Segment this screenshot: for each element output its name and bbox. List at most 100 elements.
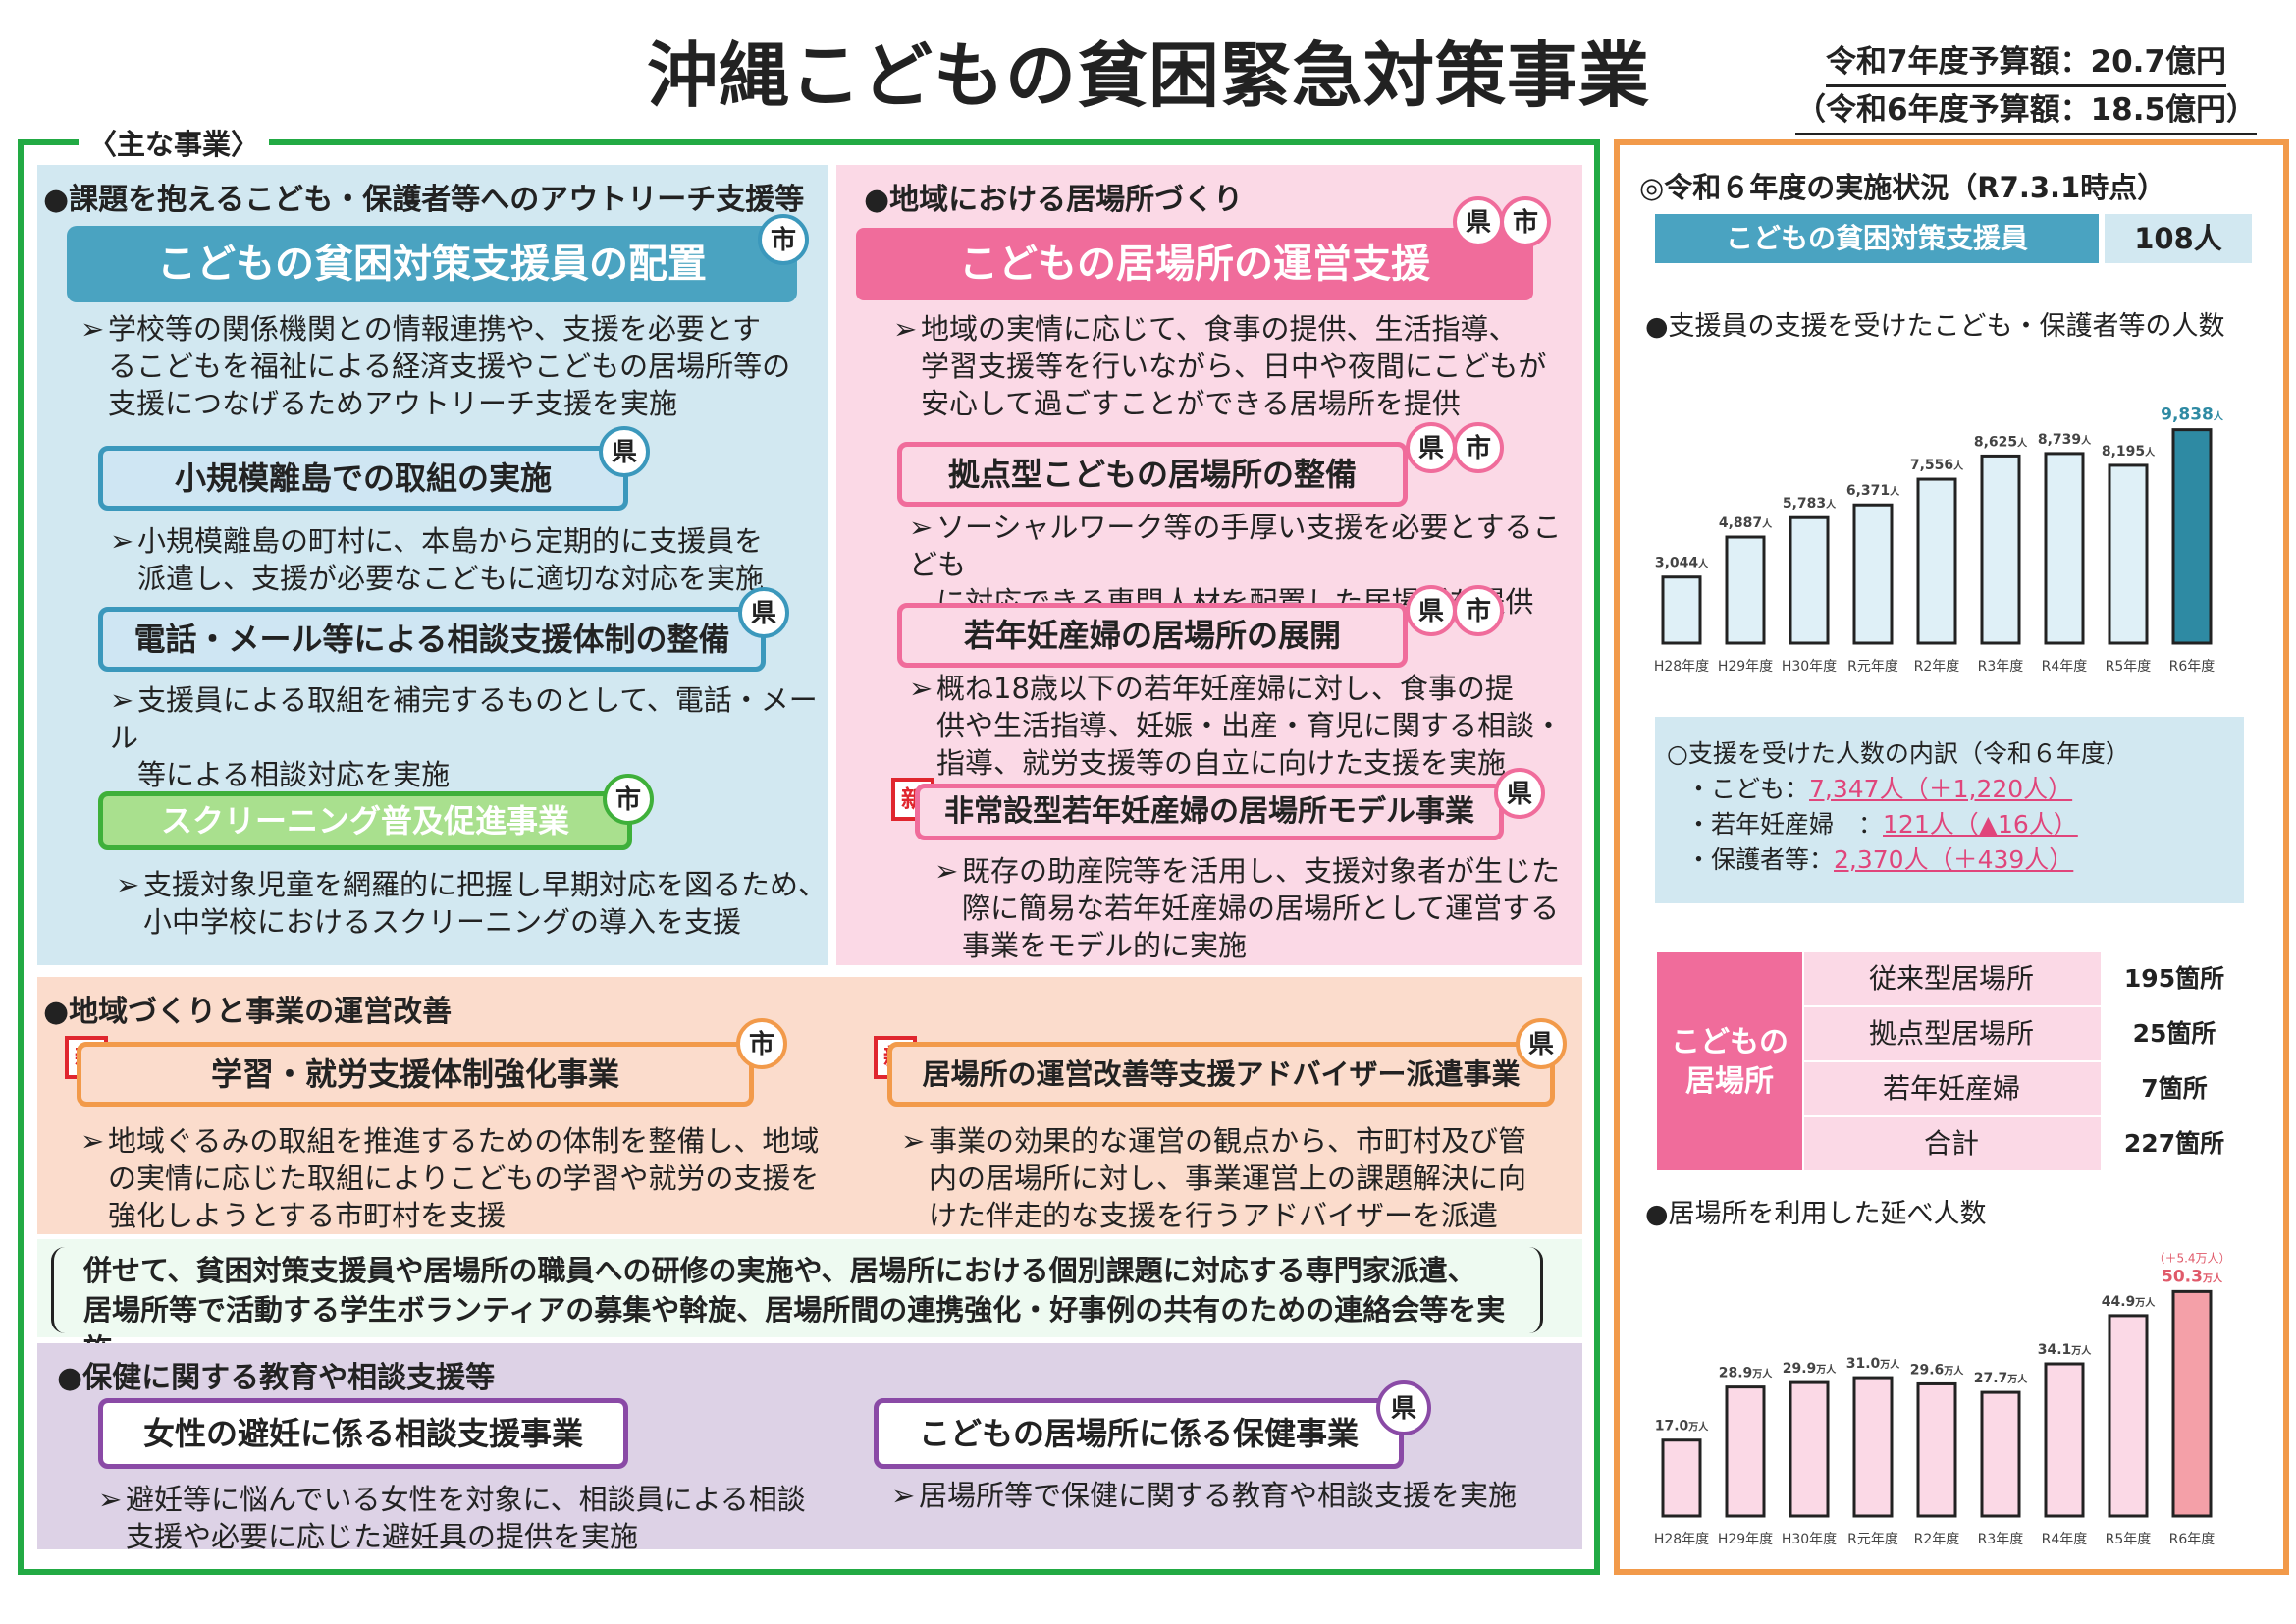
breakdown-box: ○支援を受けた人数の内訳（令和６年度） ・こども：7,347人（＋1,220人）… xyxy=(1655,717,2244,903)
table-row: 若年妊産婦 7箇所 xyxy=(1804,1062,2248,1115)
tick-label: H30年度 xyxy=(1782,1532,1837,1547)
tick-label: H29年度 xyxy=(1718,1532,1773,1547)
advisor-desc: ➢ 事業の効果的な運営の観点から、市町村及び管 内の居場所に対し、事業運営上の課題… xyxy=(901,1124,1527,1232)
breakdown-guardians: ・保護者等：2,370人（＋439人） xyxy=(1686,845,2074,874)
budget: 令和7年度予算額：20.7億円 （令和6年度予算額：18.5億円） xyxy=(1795,39,2257,135)
data-label: 8,625人 xyxy=(1974,434,2028,450)
tick-label: R4年度 xyxy=(2042,659,2088,675)
screening-label: スクリーニング普及促進事業 xyxy=(98,791,632,850)
chart-bar xyxy=(1980,1390,2021,1518)
breakdown-title: ○支援を受けた人数の内訳（令和６年度） xyxy=(1667,739,2130,768)
island-program-label: 小規模離島での取組の実施 xyxy=(98,446,628,511)
phone-support-label: 電話・メール等による相談支援体制の整備 xyxy=(98,607,766,672)
data-label: 6,371人 xyxy=(1846,483,1900,499)
city-badge: 市 xyxy=(1500,196,1551,247)
chart-bar xyxy=(1789,515,1830,645)
nonpermanent-model-desc: ➢ 既存の助産院等を活用し、支援対象者が生じた 際に簡易な若年妊産婦の居場所として… xyxy=(934,854,1561,962)
data-label: 44.9万人 xyxy=(2102,1294,2157,1310)
tick-label: R3年度 xyxy=(1978,659,2024,675)
table-row: 合計 227箇所 xyxy=(1804,1117,2248,1170)
ibasho-panel: ●地域における居場所づくり こどもの居場所の運営支援 県 市 ➢ 地域の実情に応じ… xyxy=(836,165,1582,965)
page-title: 沖縄こどもの貧困緊急対策事業 xyxy=(646,34,1650,117)
pref-badge: 県 xyxy=(1494,768,1545,819)
learning-support-desc: ➢ 地域ぐるみの取組を推進するための体制を整備し、地域 の実情に応じた取組によりこ… xyxy=(80,1124,820,1232)
island-program-desc: ➢ 小規模離島の町村に、本島から定期的に支援員を 派遣し、支援が必要なこどもに適切… xyxy=(110,524,765,595)
health-panel: ●保健に関する教育や相談支援等 女性の避妊に係る相談支援事業 ➢ 避妊等に悩んでい… xyxy=(37,1343,1582,1553)
learning-support-label: 学習・就労支援体制強化事業 xyxy=(77,1042,754,1107)
chart-bar xyxy=(1852,503,1894,645)
data-label: 7,556人 xyxy=(1910,458,1964,473)
chart1-title: ●支援員の支援を受けたこども・保護者等の人数 xyxy=(1645,311,2225,342)
staff-label: こどもの貧困対策支援員 xyxy=(1655,214,2099,263)
city-badge: 市 xyxy=(758,214,809,265)
pref-badge: 県 xyxy=(599,426,650,477)
ibasho-count-table: こどもの 居場所 従来型居場所 195箇所 拠点型居場所 25箇所 若年妊産婦 7箇所 … xyxy=(1657,952,2248,1170)
chart-bar xyxy=(1661,1438,1702,1518)
pref-badge: 県 xyxy=(1406,422,1457,473)
chart2-title: ●居場所を利用した延べ人数 xyxy=(1645,1199,1987,1229)
data-label: 17.0万人 xyxy=(1655,1419,1710,1435)
advisor-label: 居場所の運営改善等支援アドバイザー派遣事業 xyxy=(887,1042,1555,1107)
outreach-section-title: ●課題を抱えるこども・保護者等へのアウトリーチ支援等 xyxy=(43,183,805,217)
ibasho-section-title: ●地域における居場所づくり xyxy=(864,183,1244,217)
chart-bar xyxy=(1661,575,1702,645)
status-frame xyxy=(1614,139,2289,1575)
note-panel xyxy=(37,1239,1582,1337)
outreach-panel: ●課題を抱えるこども・保護者等へのアウトリーチ支援等 こどもの貧困対策支援員の配… xyxy=(37,165,828,965)
data-label: 28.9万人 xyxy=(1719,1366,1774,1381)
data-label: 50.3万人 xyxy=(2162,1267,2223,1286)
city-badge: 市 xyxy=(1453,422,1504,473)
data-label: 34.1万人 xyxy=(2038,1342,2093,1358)
tick-label: R6年度 xyxy=(2169,659,2216,675)
city-badge: 市 xyxy=(603,774,654,825)
staff-value: 108人 xyxy=(2105,214,2252,263)
pref-badge: 県 xyxy=(1516,1018,1567,1069)
data-label: 29.9万人 xyxy=(1783,1361,1838,1377)
contraception-label: 女性の避妊に係る相談支援事業 xyxy=(98,1398,628,1469)
tick-label: R4年度 xyxy=(2042,1532,2088,1547)
data-label: 3,044人 xyxy=(1655,556,1709,571)
contraception-desc: ➢ 避妊等に悩んでいる女性を対象に、相談員による相談 支援や必要に応じた避妊具の提… xyxy=(98,1483,806,1553)
data-label: 8,195人 xyxy=(2102,444,2156,460)
pref-badge: 県 xyxy=(738,587,789,638)
main-tag: 〈主な事業〉 xyxy=(79,122,270,163)
breakdown-children: ・こども：7,347人（＋1,220人） xyxy=(1686,775,2073,803)
city-badge: 市 xyxy=(736,1018,787,1069)
young-mothers-desc: ➢ 概ね18歳以下の若年妊産婦に対し、食事の提 供や生活指導、妊娠・出産・育児に関… xyxy=(909,672,1564,780)
data-label: 29.6万人 xyxy=(1910,1362,1965,1378)
data-label: 5,783人 xyxy=(1783,496,1837,512)
data-label: 4,887人 xyxy=(1719,515,1773,531)
annotation: （＋5.4万人） xyxy=(2153,1251,2230,1265)
ibasho-users-chart: 17.0万人 H28年度 28.9万人 H29年度 29.9万人 H30年度 31.0万人 R… xyxy=(1654,1251,2231,1547)
tick-label: R5年度 xyxy=(2106,659,2152,675)
budget-current: 令和7年度予算額：20.7億円 xyxy=(1825,39,2227,87)
screening-desc: ➢ 支援対象児童を網羅的に把握し早期対応を図るため、 小中学校におけるスクリーニン… xyxy=(116,868,828,939)
table-label: こどもの 居場所 xyxy=(1657,952,1802,1170)
ibasho-main-label: こどもの居場所の運営支援 xyxy=(856,228,1533,300)
pref-badge: 県 xyxy=(1376,1380,1431,1435)
tick-label: R6年度 xyxy=(2169,1532,2216,1547)
note-text: 併せて、貧困対策支援員や居場所の職員への研修の実施や、居場所における個別課題に対… xyxy=(51,1247,1543,1366)
phone-support-desc: ➢ 支援員による取組を補完するものとして、電話・メール 等による相談対応を実施 xyxy=(110,683,818,791)
chart-bar xyxy=(2044,452,2085,645)
tick-label: R元年度 xyxy=(1847,659,1898,675)
pref-badge: 県 xyxy=(1453,196,1504,247)
data-label: 9,838人 xyxy=(2161,406,2224,425)
community-panel: ●地域づくりと事業の運営改善 新 学習・就労支援体制強化事業 市 ➢地域ぐるみの… xyxy=(37,977,1582,1234)
chart-bar xyxy=(2044,1362,2085,1518)
staff-count: こどもの貧困対策支援員 108人 xyxy=(1655,214,2254,263)
nonpermanent-model-label: 非常設型若年妊産婦の居場所モデル事業 xyxy=(915,784,1504,840)
budget-previous: （令和6年度予算額：18.5億円） xyxy=(1795,87,2257,135)
outreach-main-desc: ➢ 学校等の関係機関との情報連携や、支援を必要とす るこどもを福祉による経済支援や… xyxy=(80,312,791,420)
tick-label: H29年度 xyxy=(1718,659,1773,675)
city-badge: 市 xyxy=(1453,585,1504,636)
tick-label: H28年度 xyxy=(1654,1532,1709,1547)
tick-label: R元年度 xyxy=(1847,1532,1898,1547)
tick-label: R2年度 xyxy=(1914,659,1960,675)
table-row: 従来型居場所 195箇所 xyxy=(1804,952,2248,1005)
community-section-title: ●地域づくりと事業の運営改善 xyxy=(43,995,453,1029)
pref-badge: 県 xyxy=(1406,585,1457,636)
tick-label: R5年度 xyxy=(2106,1532,2152,1547)
tick-label: H28年度 xyxy=(1654,659,1709,675)
supporters-chart: 3,044人 H28年度 4,887人 H29年度 5,783人 H30年度 6,371人 R… xyxy=(1654,406,2224,675)
